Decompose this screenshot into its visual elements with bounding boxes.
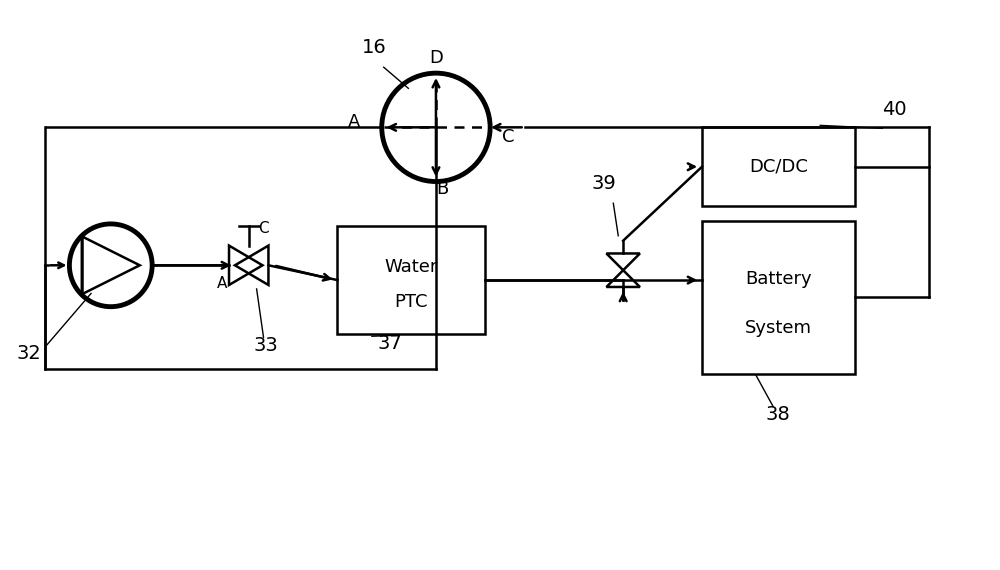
Text: C: C [258,221,269,236]
Text: A: A [348,113,360,131]
Text: Battery: Battery [745,270,812,288]
Text: DC/DC: DC/DC [749,158,808,176]
Text: 16: 16 [361,38,386,58]
Text: 39: 39 [591,174,616,193]
Text: D: D [429,49,443,67]
Text: B: B [437,180,449,198]
Text: 37: 37 [377,334,402,353]
Text: 40: 40 [882,100,906,119]
Text: 32: 32 [17,344,41,363]
Text: C: C [502,128,514,146]
Text: Water: Water [385,258,438,276]
Text: A: A [217,276,227,291]
Text: System: System [745,319,812,337]
Text: 38: 38 [766,405,790,424]
Text: 33: 33 [253,336,278,355]
Text: PTC: PTC [395,293,428,311]
